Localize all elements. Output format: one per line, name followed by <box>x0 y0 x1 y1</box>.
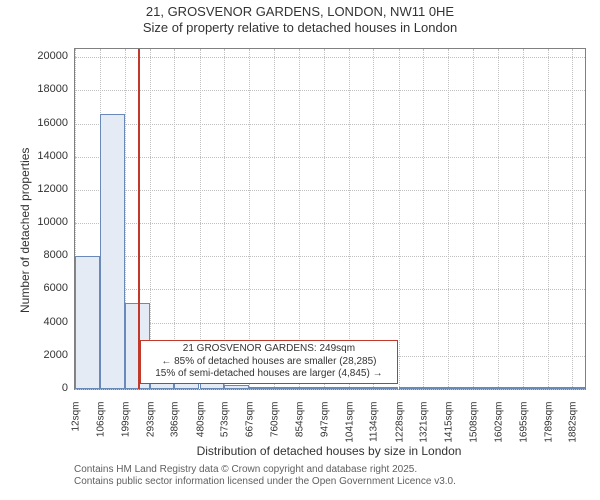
gridline-v <box>373 49 374 389</box>
gridline-h <box>75 223 585 224</box>
gridline-v <box>224 49 225 389</box>
y-tick-label: 8000 <box>28 249 68 261</box>
histogram-bar <box>224 385 249 389</box>
x-tick-label: 1602sqm <box>494 402 505 452</box>
gridline-v <box>399 49 400 389</box>
gridline-v <box>572 49 573 389</box>
gridline-v <box>498 49 499 389</box>
gridline-h <box>75 323 585 324</box>
gridline-v <box>448 49 449 389</box>
gridline-v <box>324 49 325 389</box>
y-tick-label: 20000 <box>28 50 68 62</box>
footer-line-2: Contains public sector information licen… <box>74 476 584 488</box>
x-tick-label: 760sqm <box>269 402 280 452</box>
histogram-bar <box>249 387 274 389</box>
gridline-h <box>75 256 585 257</box>
x-tick-label: 1882sqm <box>568 402 579 452</box>
gridline-v <box>274 49 275 389</box>
histogram-bar <box>423 387 448 389</box>
histogram-bar <box>373 387 398 389</box>
histogram-bar <box>548 387 573 389</box>
gridline-v <box>150 49 151 389</box>
y-tick-label: 14000 <box>28 150 68 162</box>
y-tick-label: 10000 <box>28 216 68 228</box>
x-tick-label: 947sqm <box>319 402 330 452</box>
histogram-bar <box>100 114 125 389</box>
histogram-bar <box>448 387 473 389</box>
x-tick-label: 667sqm <box>245 402 256 452</box>
y-tick-label: 0 <box>28 382 68 394</box>
y-tick-label: 2000 <box>28 349 68 361</box>
x-tick-label: 1415sqm <box>444 402 455 452</box>
annotation-line-2: ← 85% of detached houses are smaller (28… <box>145 356 393 369</box>
y-tick-label: 6000 <box>28 282 68 294</box>
x-tick-label: 1228sqm <box>394 402 405 452</box>
x-tick-label: 1695sqm <box>518 402 529 452</box>
histogram-bar <box>473 387 498 389</box>
histogram-bar <box>572 387 585 389</box>
x-tick-label: 1789sqm <box>543 402 554 452</box>
x-tick-label: 106sqm <box>96 402 107 452</box>
histogram-bar <box>349 387 374 389</box>
gridline-h <box>75 190 585 191</box>
x-tick-label: 480sqm <box>195 402 206 452</box>
annotation-box: 21 GROSVENOR GARDENS: 249sqm← 85% of det… <box>140 340 398 384</box>
gridline-v <box>523 49 524 389</box>
x-tick-label: 1041sqm <box>344 402 355 452</box>
gridline-v <box>174 49 175 389</box>
title-block: 21, GROSVENOR GARDENS, LONDON, NW11 0HE … <box>0 4 600 37</box>
y-tick-label: 16000 <box>28 117 68 129</box>
x-tick-label: 1134sqm <box>369 402 380 452</box>
histogram-bar <box>75 256 100 389</box>
gridline-h <box>75 57 585 58</box>
chart-container: 21, GROSVENOR GARDENS, LONDON, NW11 0HE … <box>0 0 600 500</box>
gridline-v <box>249 49 250 389</box>
gridline-h <box>75 157 585 158</box>
x-tick-label: 573sqm <box>220 402 231 452</box>
histogram-bar <box>498 387 523 389</box>
gridline-v <box>473 49 474 389</box>
footer-line-1: Contains HM Land Registry data © Crown c… <box>74 464 584 476</box>
gridline-v <box>349 49 350 389</box>
plot-area: 21 GROSVENOR GARDENS: 249sqm← 85% of det… <box>74 48 586 390</box>
annotation-line-1: 21 GROSVENOR GARDENS: 249sqm <box>145 343 393 356</box>
y-tick-label: 4000 <box>28 316 68 328</box>
annotation-line-3: 15% of semi-detached houses are larger (… <box>145 368 393 381</box>
histogram-bar <box>299 387 324 389</box>
gridline-h <box>75 90 585 91</box>
gridline-v <box>200 49 201 389</box>
title-line-2: Size of property relative to detached ho… <box>0 20 600 36</box>
x-tick-label: 199sqm <box>120 402 131 452</box>
x-tick-label: 293sqm <box>145 402 156 452</box>
y-tick-label: 18000 <box>28 83 68 95</box>
x-tick-label: 386sqm <box>170 402 181 452</box>
x-tick-label: 12sqm <box>71 402 82 452</box>
footer: Contains HM Land Registry data © Crown c… <box>74 464 584 488</box>
gridline-h <box>75 389 585 390</box>
histogram-bar <box>324 387 349 389</box>
title-line-1: 21, GROSVENOR GARDENS, LONDON, NW11 0HE <box>0 4 600 20</box>
x-tick-label: 854sqm <box>295 402 306 452</box>
x-tick-label: 1321sqm <box>419 402 430 452</box>
histogram-bar <box>399 387 424 389</box>
x-tick-label: 1508sqm <box>468 402 479 452</box>
gridline-h <box>75 124 585 125</box>
gridline-v <box>548 49 549 389</box>
histogram-bar <box>523 387 548 389</box>
gridline-h <box>75 289 585 290</box>
reference-line <box>138 49 140 389</box>
gridline-v <box>299 49 300 389</box>
histogram-bar <box>274 387 299 389</box>
gridline-v <box>423 49 424 389</box>
y-tick-label: 12000 <box>28 183 68 195</box>
